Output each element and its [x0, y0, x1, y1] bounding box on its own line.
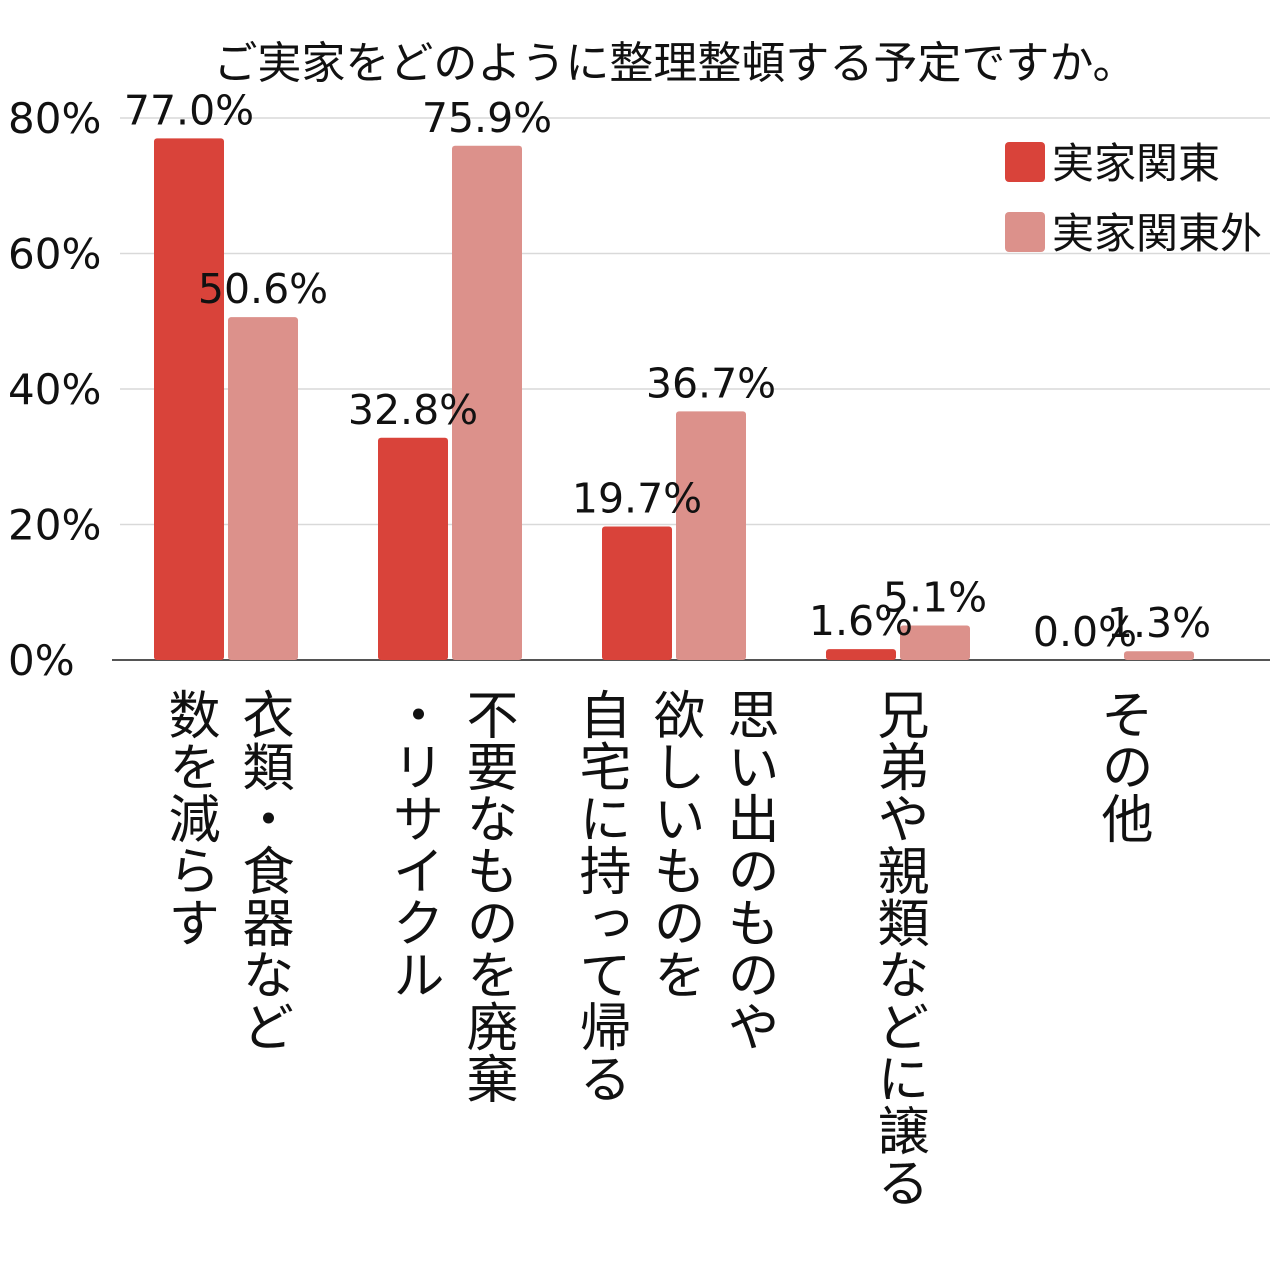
svg-text:衣類・食器など: 衣類・食器など: [233, 688, 293, 1052]
bar: [228, 317, 298, 660]
y-tick-label: 80%: [8, 94, 101, 143]
bar: [452, 145, 522, 661]
svg-text:自宅に持って帰る: 自宅に持って帰る: [570, 688, 630, 1104]
chart-title: ご実家をどのように整理整頓する予定ですか。: [213, 38, 1136, 89]
svg-text:思い出のものや: 思い出のものや: [718, 688, 778, 1052]
y-tick-label: 40%: [8, 365, 101, 414]
svg-text:・リサイクル: ・リサイクル: [383, 688, 443, 1000]
legend-label: 実家関東外: [1052, 209, 1262, 258]
bar: [826, 649, 896, 660]
data-label: 5.1%: [883, 573, 987, 621]
svg-text:兄弟や親類などに譲る: 兄弟や親類などに譲る: [868, 688, 928, 1208]
data-label: 1.3%: [1107, 599, 1211, 647]
data-label: 1.6%: [809, 597, 913, 645]
svg-text:数を減らす: 数を減らす: [159, 688, 219, 948]
bar: [154, 138, 224, 660]
category-label: 不要なものを廃棄・リサイクル: [383, 688, 517, 1104]
category-label: その他: [1092, 688, 1153, 844]
legend-label: 実家関東: [1052, 139, 1220, 188]
bar: [602, 526, 672, 660]
svg-text:欲しいものを: 欲しいものを: [644, 688, 704, 1000]
svg-text:不要なものを廃棄: 不要なものを廃棄: [457, 688, 517, 1104]
category-label: 兄弟や親類などに譲る: [868, 688, 928, 1208]
data-label: 19.7%: [572, 475, 702, 523]
svg-text:その他: その他: [1092, 688, 1153, 844]
y-tick-label: 20%: [8, 501, 101, 550]
y-tick-label: 60%: [8, 230, 101, 279]
data-label: 0.0%: [1033, 608, 1137, 656]
bar: [676, 411, 746, 660]
y-tick-label: 0%: [8, 636, 75, 685]
data-label: 77.0%: [124, 86, 254, 134]
data-label: 75.9%: [422, 94, 552, 142]
bar: [900, 625, 970, 660]
legend-swatch: [1005, 212, 1045, 252]
data-label: 32.8%: [348, 386, 478, 434]
bar: [1124, 651, 1194, 660]
bar: [378, 437, 448, 660]
legend-swatch: [1005, 142, 1045, 182]
data-label: 36.7%: [646, 359, 776, 407]
data-label: 50.6%: [198, 265, 328, 313]
